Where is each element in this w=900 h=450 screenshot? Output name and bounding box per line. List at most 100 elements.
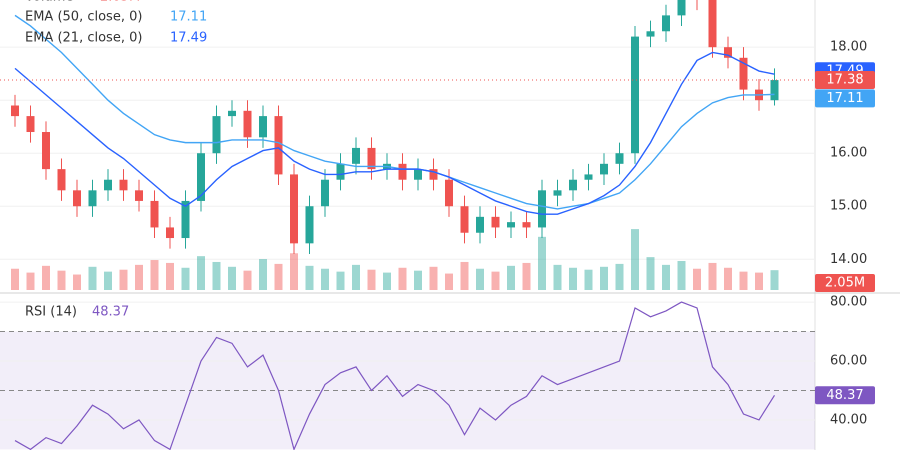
y-tick-label: 80.00 <box>830 295 867 310</box>
candle-body <box>305 206 314 244</box>
candle-body <box>197 153 205 201</box>
volume-bar <box>88 266 97 290</box>
legend-value: 17.11 <box>170 10 207 25</box>
candle-body <box>662 15 670 32</box>
candle-body <box>119 179 128 191</box>
volume-bar <box>11 268 19 290</box>
y-tick-label: 14.00 <box>830 252 867 267</box>
price-tag-label: 17.38 <box>826 73 863 88</box>
volume-bar <box>522 262 531 290</box>
volume-bar <box>26 272 35 290</box>
volume-bar <box>290 253 298 290</box>
candle-body <box>414 169 422 180</box>
volume-bar <box>708 262 717 290</box>
volume-bar <box>615 263 624 290</box>
candle-body <box>460 206 469 233</box>
candle-body <box>569 179 577 191</box>
price-tag <box>815 71 875 90</box>
legend-value: 17.49 <box>170 31 207 46</box>
volume-bar <box>259 259 267 290</box>
volume-bar <box>755 272 763 290</box>
candle-body <box>491 216 500 228</box>
candle-body <box>770 80 779 101</box>
candle-body <box>274 116 283 175</box>
volume-bar <box>197 256 205 290</box>
volume-bar <box>507 265 515 290</box>
volume-bar <box>321 268 329 290</box>
candle-body <box>11 105 19 117</box>
volume-bar <box>150 260 159 290</box>
volume-bar <box>739 271 748 290</box>
candle-body <box>243 110 252 138</box>
volume-bar <box>770 270 779 290</box>
candle-body <box>724 47 732 58</box>
candle-body <box>104 179 112 191</box>
volume-bar <box>724 267 732 290</box>
candle-body <box>336 163 345 180</box>
candle-body <box>445 179 453 207</box>
volume-bar <box>42 265 50 290</box>
price-tag <box>815 274 875 292</box>
series-line <box>14 51 775 215</box>
volume-bar <box>135 264 143 290</box>
volume-bar <box>445 273 453 290</box>
candle-body <box>398 163 407 180</box>
volume-bar <box>631 229 639 290</box>
candle-body <box>181 200 190 239</box>
volume-bar <box>166 262 174 290</box>
candle-body <box>321 179 329 207</box>
volume-bar <box>491 271 500 290</box>
candle-body <box>150 200 159 228</box>
volume-bar <box>212 261 221 290</box>
candle-body <box>677 0 686 16</box>
candle-body <box>352 147 360 164</box>
candle-body <box>507 222 515 228</box>
candle-body <box>26 116 35 133</box>
candle-body <box>538 190 546 228</box>
volume-bar <box>305 265 314 290</box>
legend-value: 48.37 <box>92 305 129 320</box>
candle-body <box>135 190 143 201</box>
candle-body <box>367 147 376 170</box>
candle-body <box>73 190 81 207</box>
price-tag-label: 17.11 <box>826 91 863 106</box>
candle-body <box>166 227 174 239</box>
volume-bar <box>73 274 81 290</box>
candle-body <box>631 36 639 154</box>
candle-body <box>615 153 624 164</box>
series-line <box>14 301 776 450</box>
volume-bar <box>553 264 562 290</box>
candle-body <box>228 110 236 117</box>
y-tick-label: 16.00 <box>830 146 867 161</box>
candle-body <box>739 57 748 90</box>
candle-body <box>259 116 267 138</box>
volume-bar <box>352 264 360 290</box>
legend-label: RSI (14) <box>25 305 77 320</box>
y-tick-label: 18.00 <box>830 40 867 55</box>
volume-bar <box>243 270 252 290</box>
volume-bar <box>104 271 112 290</box>
series-line <box>14 14 775 210</box>
legend-value: 2.05M <box>100 0 140 5</box>
volume-bar <box>693 268 701 290</box>
legend-label: Volume <box>25 0 73 5</box>
legend-label: EMA (50, close, 0) <box>25 10 142 25</box>
candle-body <box>600 163 608 175</box>
volume-bar <box>600 266 608 290</box>
candle-body <box>429 169 438 180</box>
y-tick-label: 15.00 <box>830 199 867 214</box>
candle-body <box>476 216 484 233</box>
y-tick-label: 60.00 <box>830 354 867 369</box>
candle-body <box>42 132 50 170</box>
candle-body <box>57 169 66 191</box>
volume-bar <box>336 271 345 290</box>
volume-bar <box>383 272 391 290</box>
volume-bar <box>228 266 236 290</box>
volume-bar <box>57 270 66 290</box>
volume-bar <box>538 236 546 290</box>
price-tag-label: 2.05M <box>825 276 865 291</box>
price-tag <box>815 89 875 108</box>
